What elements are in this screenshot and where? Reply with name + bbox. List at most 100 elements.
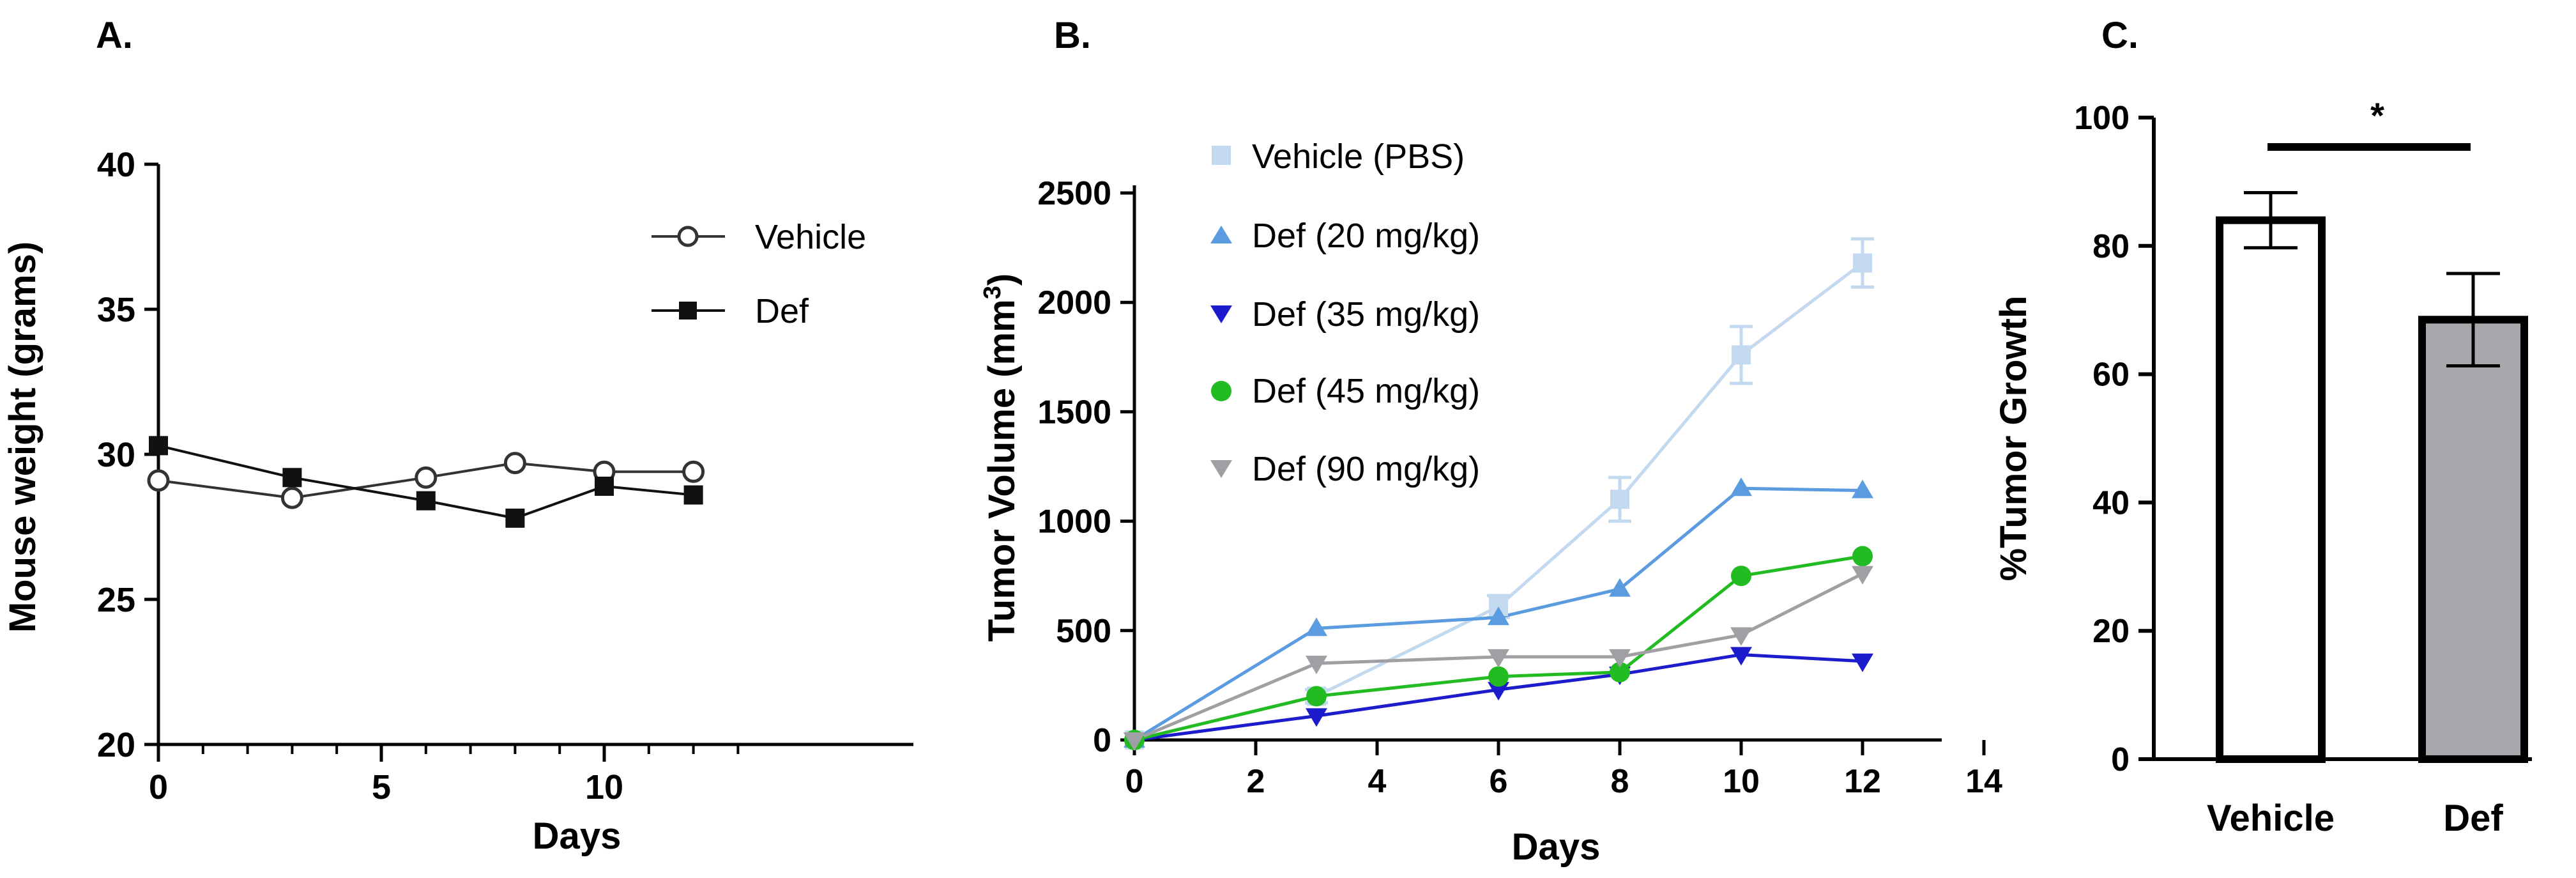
panel-b-xtick-label: 2 [1247, 763, 1265, 800]
panel-b-legend-3: Def (45 mg/kg) [1252, 372, 1480, 410]
panel-a-point-def [149, 436, 168, 456]
panel-b: B. Tumor Volume (mm3) Days 0 500 1000 1500 2… [979, 15, 2002, 868]
legend-marker-def-20 [1210, 226, 1232, 243]
panel-a-legend-vehicle: Vehicle [755, 218, 866, 256]
panel-b-ylabel-main: Tumor Volume (mm [981, 299, 1023, 642]
legend-marker-vehicle [677, 226, 699, 247]
panel-b-point [1610, 661, 1630, 682]
panel-c-category-vehicle: Vehicle [2207, 797, 2335, 839]
panel-b-ytick-label: 1000 [1037, 504, 1111, 541]
panel-a-label: A. [96, 15, 133, 56]
legend-marker-def-45 [1211, 381, 1231, 401]
panel-a-xtick-label: 5 [372, 768, 391, 806]
panel-b-xtick-label: 12 [1844, 763, 1881, 800]
panel-a-point-vehicle [682, 460, 705, 483]
panel-c-ytick-label: 80 [2092, 228, 2130, 265]
panel-b-point [1306, 686, 1327, 707]
panel-b-xlabel: Days [1512, 826, 1601, 868]
panel-a-ytick-label: 35 [97, 291, 135, 329]
panel-b-point [1730, 647, 1752, 666]
panel-b-point [1488, 649, 1509, 668]
panel-a-ytick-label: 25 [97, 581, 135, 619]
panel-b-point [1488, 666, 1509, 687]
panel-b-xtick-label: 6 [1490, 763, 1508, 800]
panel-b-point [1730, 477, 1752, 497]
panel-b-legend-4: Def (90 mg/kg) [1252, 450, 1480, 488]
panel-a-point-def [683, 485, 703, 505]
panel-b-ylabel-sup: 3 [979, 286, 1006, 299]
panel-a-xlabel: Days [533, 815, 621, 857]
panel-b-point [1609, 649, 1631, 668]
panel-b-point [1124, 732, 1145, 751]
panel-a-point-vehicle [280, 486, 303, 509]
panel-c-ytick-label: 40 [2092, 484, 2130, 521]
panel-a-point-vehicle [503, 452, 526, 475]
panel-a-xtick-label: 10 [585, 768, 623, 806]
panel-c-ytick-label: 0 [2111, 741, 2130, 778]
panel-b-ytick-label: 500 [1056, 613, 1111, 650]
panel-b-ytick-label: 0 [1093, 722, 1111, 759]
panel-b-point [1852, 479, 1873, 498]
panel-a-point-vehicle [147, 469, 170, 492]
panel-b-point [1306, 708, 1327, 727]
panel-b-xtick-label: 14 [1965, 763, 2002, 800]
panel-b-point [1852, 566, 1873, 585]
panel-b-point [1853, 253, 1872, 273]
panel-c-ytick-label: 20 [2092, 613, 2130, 650]
panel-b-legend-2: Def (35 mg/kg) [1252, 295, 1480, 334]
panel-b-ylabel: Tumor Volume (mm3) [979, 273, 1023, 642]
legend-marker-vehicle-pbs [1212, 146, 1231, 165]
panel-b-point [1609, 578, 1631, 597]
panel-b-xtick-label: 10 [1723, 763, 1760, 800]
panel-b-point [1306, 656, 1327, 675]
legend-marker-def-35 [1210, 305, 1232, 323]
panel-a-point-def [282, 468, 302, 488]
panel-a-legend: Vehicle Def [652, 218, 866, 330]
panel-b-legend-0: Vehicle (PBS) [1252, 137, 1465, 176]
panel-b-legend: Vehicle (PBS) Def (20 mg/kg) Def (35 mg/… [1210, 137, 1480, 488]
panel-a-xtick-label: 0 [149, 768, 168, 806]
panel-c-ylabel: %Tumor Growth [1993, 296, 2034, 581]
legend-marker-def-90 [1210, 460, 1232, 478]
panel-b-line [1134, 652, 1863, 742]
panel-a-point-def [595, 476, 614, 496]
panel-b-point [1731, 566, 1751, 587]
panel-b-ytick-label: 2500 [1037, 175, 1111, 212]
panel-c-category-def: Def [2443, 797, 2503, 839]
panel-b-point [1732, 345, 1751, 365]
legend-marker-def [679, 302, 697, 320]
panel-b-point [1730, 627, 1752, 646]
panel-b-legend-1: Def (20 mg/kg) [1252, 217, 1480, 255]
panel-a: A. Mouse weight (grams) Days 2025303540 … [2, 15, 913, 857]
panel-c-bar-vehicle [2216, 216, 2326, 763]
panel-b-point [1852, 653, 1873, 672]
panel-b-xtick-label: 4 [1368, 763, 1387, 800]
panel-a-point-vehicle [415, 466, 438, 489]
panel-b-point [1610, 489, 1629, 509]
panel-c-ytick-label: 60 [2092, 357, 2130, 394]
panel-c-ytick-label: 100 [2074, 100, 2130, 137]
panel-b-point [1488, 606, 1509, 626]
panel-a-ylabel: Mouse weight (grams) [2, 242, 43, 633]
panel-a-ytick-label: 20 [97, 726, 135, 764]
panel-a-point-def [416, 491, 436, 511]
panel-b-line [1134, 554, 1863, 742]
panel-a-ytick-label: 40 [97, 146, 135, 184]
panel-b-point [1488, 682, 1509, 701]
panel-b-point [1852, 546, 1873, 567]
panel-b-ytick-label: 2000 [1037, 284, 1111, 321]
panel-b-label: B. [1054, 15, 1091, 56]
panel-b-line [1134, 572, 1864, 742]
panel-b-xtick-label: 0 [1125, 763, 1144, 800]
panel-c-label: C. [2101, 15, 2138, 56]
panel-b-point [1306, 617, 1327, 636]
panel-a-legend-def: Def [755, 292, 809, 330]
panel-b-line [1133, 486, 1863, 742]
panel-c-bar-def [2418, 316, 2528, 763]
panel-b-ylabel-end: ) [981, 273, 1023, 286]
panel-b-ytick-label: 1500 [1037, 394, 1111, 431]
panel-a-ytick-label: 30 [97, 436, 135, 474]
panel-a-line-def [158, 444, 694, 520]
